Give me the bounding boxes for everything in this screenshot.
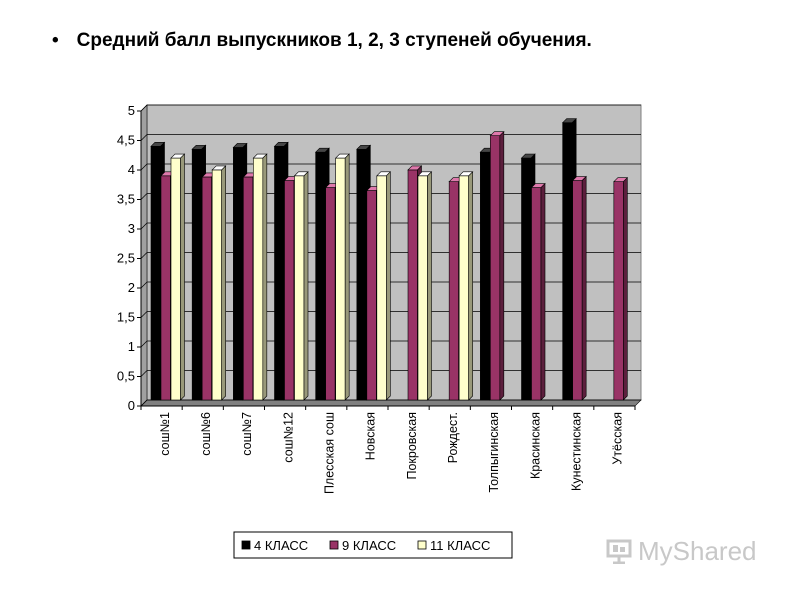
bar-side	[427, 171, 432, 401]
bar	[284, 180, 295, 401]
bar	[417, 175, 428, 401]
y-tick-label: 5	[128, 103, 135, 118]
bar	[448, 181, 459, 401]
plot-floor	[140, 399, 642, 407]
legend-label: 4 КЛАСС	[254, 538, 308, 553]
y-tick-label: 0	[128, 398, 135, 413]
gridline-side	[140, 311, 148, 318]
bar	[335, 157, 346, 401]
x-tick-label: Новская	[364, 412, 378, 460]
bar-side	[180, 153, 185, 401]
bar	[325, 187, 336, 401]
bar-side	[468, 171, 473, 401]
gridline-side	[140, 104, 148, 112]
watermark: MyShared	[606, 536, 757, 567]
gridline-side	[140, 399, 148, 407]
gridline-side	[140, 340, 148, 348]
bar	[274, 146, 285, 401]
gridline-side	[140, 193, 148, 200]
x-tick-label: Рождест.	[446, 412, 460, 463]
x-tick-label: Утёсская	[611, 412, 625, 465]
legend-swatch	[241, 540, 251, 550]
bar	[490, 135, 501, 401]
legend-swatch	[417, 540, 427, 550]
bar-side	[303, 171, 309, 401]
bar	[521, 157, 532, 401]
gridline-side	[140, 222, 148, 230]
y-tick-label: 1,5	[117, 310, 135, 325]
x-tick-label: Толпыгинская	[487, 412, 501, 493]
bar	[211, 169, 222, 401]
gridline-side	[140, 252, 148, 259]
bar	[253, 157, 264, 401]
bar	[150, 146, 161, 401]
bar-side	[623, 176, 628, 401]
y-tick-label: 3,5	[117, 192, 135, 207]
gridline-side	[140, 370, 148, 377]
y-tick-label: 4	[128, 162, 135, 177]
bar	[531, 187, 542, 401]
watermark-text: MyShared	[638, 536, 757, 566]
y-tick-label: 2,5	[117, 251, 135, 266]
x-tick-label: сош№12	[281, 412, 295, 463]
y-tick-label: 2	[128, 280, 135, 295]
bar	[458, 175, 469, 401]
legend-label: 9 КЛАСС	[342, 538, 396, 553]
x-tick-label: Покровская	[405, 412, 419, 480]
bar	[233, 147, 244, 401]
x-tick-label: Плесская сош	[323, 412, 337, 494]
bar	[315, 151, 326, 401]
bar	[376, 175, 387, 401]
bar	[160, 175, 171, 401]
bar	[191, 148, 202, 401]
bar	[294, 175, 305, 401]
bar	[356, 148, 367, 401]
legend	[233, 531, 513, 559]
presentation-logo-icon	[606, 539, 632, 564]
bar-side	[221, 165, 226, 401]
x-tick-label: сош№1	[158, 412, 172, 456]
legend-swatch	[329, 540, 339, 550]
gridline-side	[140, 134, 148, 141]
bar	[562, 122, 573, 401]
bar-side	[262, 153, 268, 401]
gridline-side	[140, 281, 148, 289]
y-tick-label: 4,5	[117, 133, 135, 148]
bar	[572, 180, 583, 401]
bar	[170, 157, 181, 401]
slide-title: • Средний балл выпускников 1, 2, 3 ступен…	[52, 30, 592, 52]
bar	[366, 190, 377, 401]
bar	[613, 181, 624, 401]
x-tick-label: сош№7	[240, 412, 254, 456]
bullet-marker: •	[52, 30, 59, 51]
y-tick-label: 3	[128, 221, 135, 236]
x-tick-label: Красинская	[528, 412, 542, 479]
bar	[407, 169, 418, 401]
bar-side	[540, 182, 546, 401]
bar	[201, 176, 212, 401]
gridline-side	[140, 163, 148, 171]
bar-side	[499, 130, 505, 401]
y-tick-label: 0,5	[117, 369, 135, 384]
x-tick-label: Кунестинская	[570, 412, 584, 491]
x-tick-label: сош№6	[199, 412, 213, 456]
legend-label: 11 КЛАСС	[430, 538, 490, 553]
bar-side	[344, 153, 350, 401]
bar	[480, 151, 491, 401]
bar-side	[581, 175, 587, 401]
bar	[243, 176, 254, 401]
y-tick-label: 1	[128, 339, 135, 354]
bar-side	[386, 171, 391, 401]
slide-title-text: Средний балл выпускников 1, 2, 3 ступене…	[76, 30, 592, 51]
